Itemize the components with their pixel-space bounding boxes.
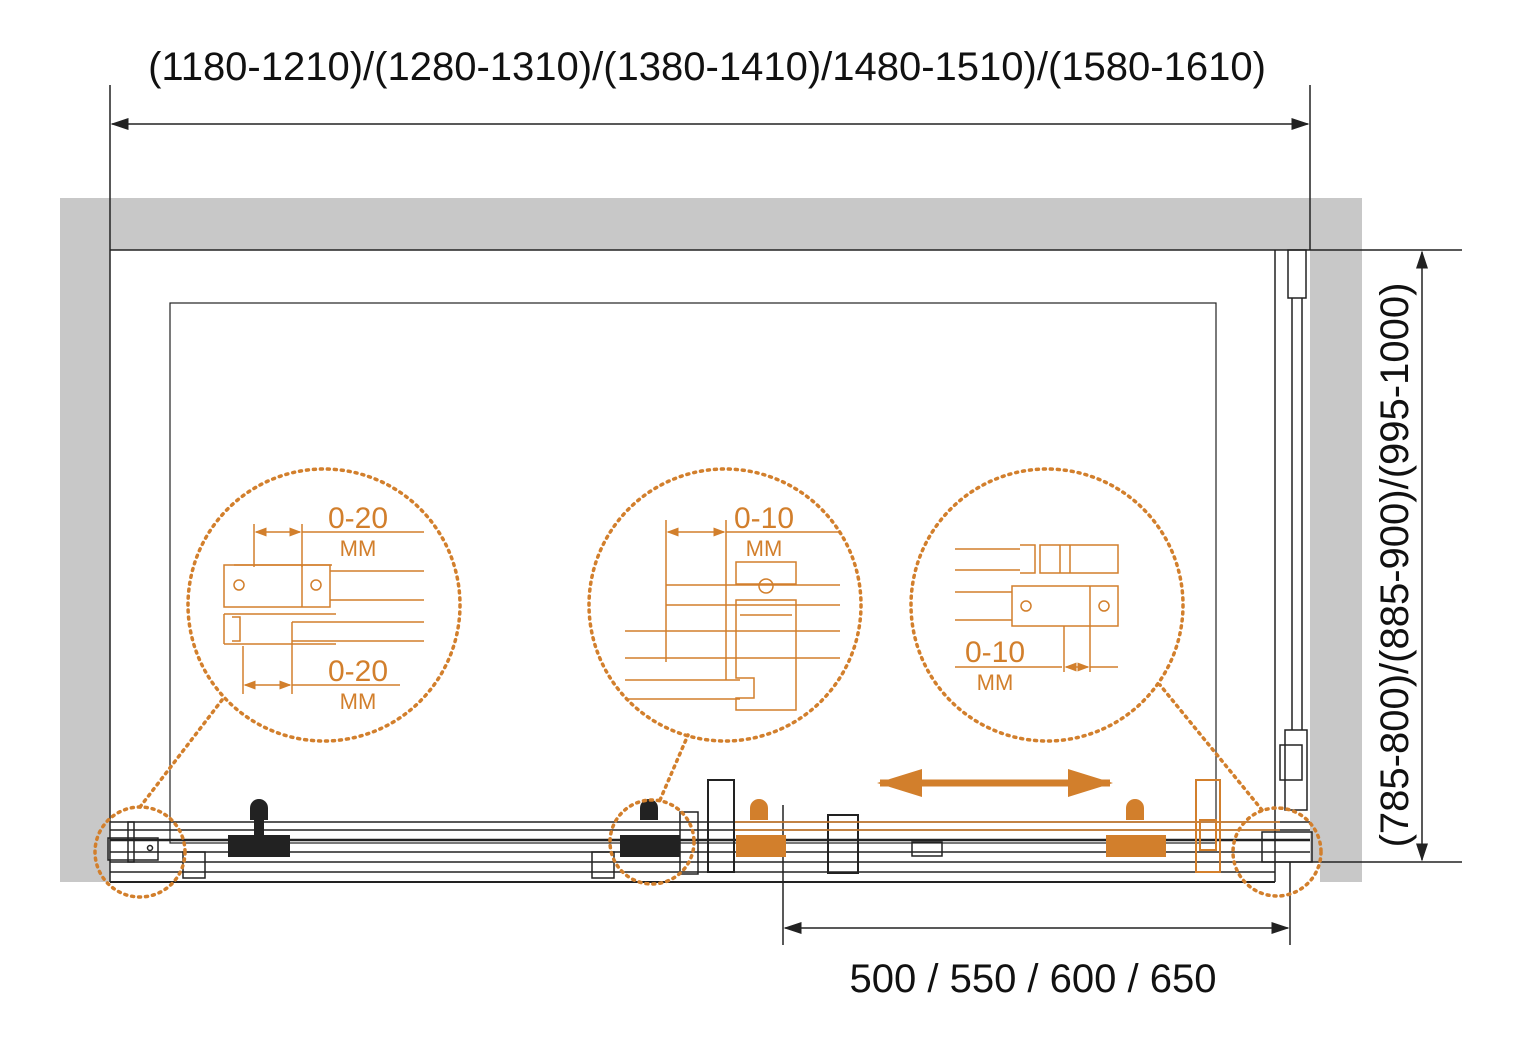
walls: [60, 198, 1362, 882]
detail-left: 0-20 MM 0-20 MM: [186, 467, 462, 743]
callout-markers: [93, 683, 1323, 899]
depth-range-label: (785-800)/(885-900)/(995-1000): [1373, 283, 1417, 848]
enclosure-outline: [107, 249, 1313, 945]
detail-right-bottom-value: 0-10: [965, 636, 1025, 669]
door-opening-label: 500 / 550 / 600 / 650: [850, 957, 1217, 1001]
detail-middle-top-value: 0-10: [734, 502, 794, 535]
detail-right-bottom-unit: MM: [977, 670, 1014, 695]
detail-left-top-value: 0-20: [328, 502, 388, 535]
detail-middle: 0-10 MM: [587, 467, 863, 743]
detail-middle-top-unit: MM: [746, 536, 783, 561]
roller-mid: [591, 799, 699, 879]
detail-left-top-unit: MM: [340, 536, 377, 561]
width-range-label: (1180-1210)/(1280-1310)/(1380-1410)/1480…: [148, 45, 1266, 89]
detail-right: 0-10 MM: [909, 467, 1185, 743]
roller-left: [182, 799, 290, 879]
door-opening-dimension: 500 / 550 / 600 / 650: [783, 922, 1290, 1001]
width-dimension: (1180-1210)/(1280-1310)/(1380-1410)/1480…: [109, 45, 1311, 250]
depth-dimension: (785-800)/(885-900)/(995-1000): [1310, 249, 1462, 863]
detail-left-bottom-value: 0-20: [328, 655, 388, 688]
detail-left-bottom-unit: MM: [340, 689, 377, 714]
